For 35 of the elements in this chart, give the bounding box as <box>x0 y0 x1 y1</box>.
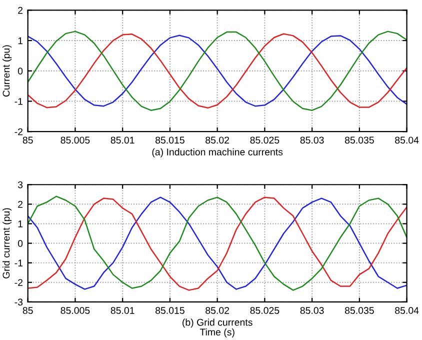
x-tick-label: 85.02 <box>206 136 230 144</box>
y-tick-label: 0 <box>18 68 23 75</box>
y-tick-label: -2 <box>14 128 23 136</box>
x-axis-title: Time (s) <box>200 328 234 338</box>
x-tick-label: 85.015 <box>156 307 184 314</box>
y-tick-label: -1 <box>14 260 23 266</box>
y-tick-label: 2 <box>18 200 23 208</box>
y-tick-label: -1 <box>14 98 23 105</box>
x-tick-label: 85.015 <box>156 136 184 144</box>
y-tick-label: 0 <box>18 240 23 247</box>
x-tick-label: 85.03 <box>300 136 324 144</box>
x-tick-label: 85.04 <box>395 307 419 314</box>
y-axis-title: Current (pu) <box>2 45 12 97</box>
x-tick-label: 85 <box>22 307 33 314</box>
y-tick-label: 3 <box>18 181 23 188</box>
y-tick-label: 1 <box>18 220 23 228</box>
text: (a) Induction machine currents <box>152 148 283 158</box>
x-tick-label: 85.02 <box>206 307 230 314</box>
x-tick-label: 85.04 <box>395 136 419 144</box>
y-tick-label: 2 <box>18 6 23 14</box>
x-tick-label: 85.01 <box>110 136 134 144</box>
x-tick-label: 85 <box>22 136 33 144</box>
x-tick-label: 85.03 <box>300 307 324 314</box>
y-tick-label: 1 <box>18 37 23 44</box>
x-tick-label: 85.035 <box>344 136 374 144</box>
x-tick-label: 85.005 <box>60 136 90 144</box>
y-axis-title: Grid current (pu) <box>2 208 12 278</box>
x-tick-label: 85.025 <box>250 307 280 314</box>
x-tick-label: 85.025 <box>250 136 280 144</box>
y-tick-label: -3 <box>14 298 23 306</box>
x-tick-label: 85.035 <box>344 307 374 314</box>
x-tick-label: 85.01 <box>110 307 134 314</box>
x-tick-label: 85.005 <box>60 307 90 314</box>
text: (b) Grid currents <box>182 318 252 328</box>
y-tick-label: -2 <box>14 279 23 286</box>
